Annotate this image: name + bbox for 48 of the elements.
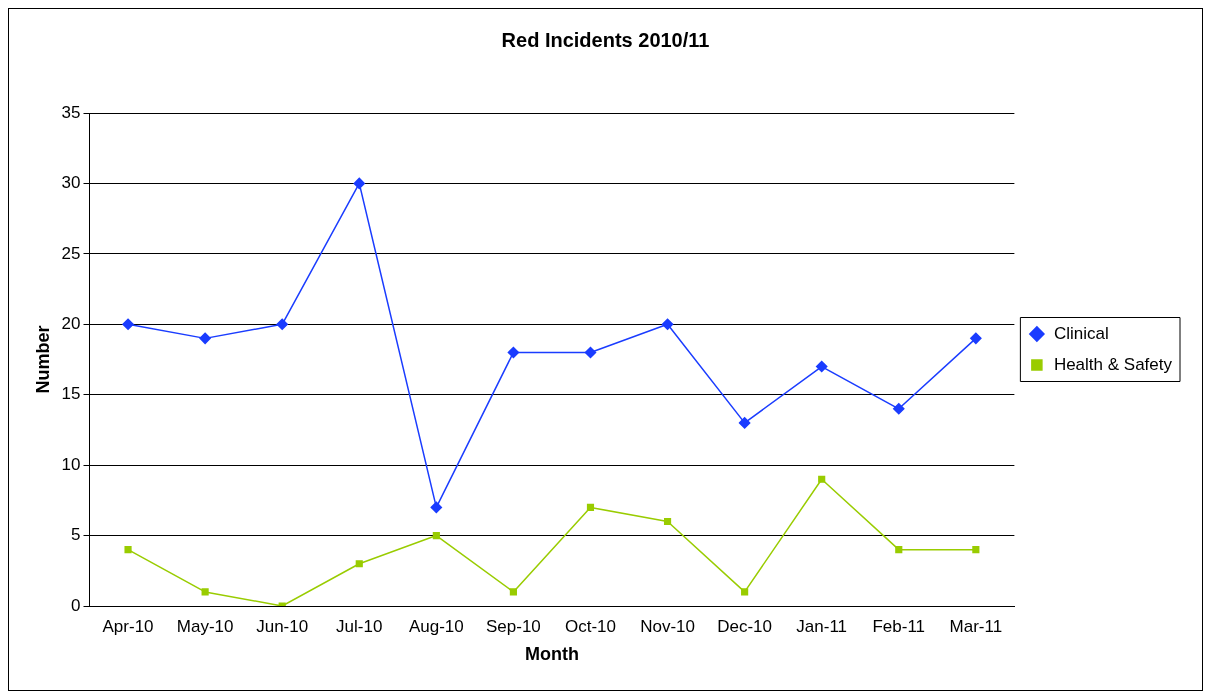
point — [355, 560, 363, 568]
x-tick-label: Jun-10 — [256, 616, 309, 636]
point — [276, 318, 288, 331]
y-tick-label: 5 — [71, 525, 81, 545]
point — [970, 332, 982, 345]
x-tick-label: Apr-10 — [102, 616, 154, 636]
x-tick-label: Dec-10 — [717, 616, 773, 636]
point — [430, 501, 443, 514]
x-tick-label: Jan-11 — [796, 616, 848, 636]
point — [507, 346, 520, 359]
x-tick-label: Nov-10 — [640, 616, 695, 636]
point — [509, 588, 517, 596]
y-tick-label: 0 — [71, 595, 81, 615]
x-tick-label: Sep-10 — [485, 616, 541, 636]
x-tick-label: May-10 — [176, 616, 234, 636]
point — [738, 417, 751, 429]
x-tick-label: Aug-10 — [408, 616, 464, 636]
point — [201, 588, 209, 596]
y-tick-label: 10 — [61, 454, 81, 474]
x-tick-label: Feb-11 — [872, 616, 926, 636]
y-tick-label: 35 — [61, 102, 81, 122]
point — [818, 475, 826, 483]
point — [432, 531, 440, 540]
point — [893, 403, 905, 415]
point — [122, 318, 134, 331]
chart-title: Red Incidents 2010/11 — [501, 28, 710, 51]
x-tick-label: Oct-10 — [564, 616, 616, 636]
y-tick-label: 15 — [61, 384, 81, 404]
y-tick-label: 30 — [61, 173, 81, 193]
point — [895, 546, 903, 554]
point — [353, 177, 366, 190]
point — [586, 503, 595, 511]
point — [972, 546, 980, 554]
y-tick-label: 20 — [61, 313, 81, 333]
y-axis-title: Number — [32, 325, 53, 394]
point — [199, 332, 211, 345]
point — [663, 517, 672, 526]
x-tick-label: Mar-11 — [949, 616, 1003, 636]
point — [741, 588, 749, 596]
legend-label: Clinical — [1053, 323, 1109, 343]
point — [584, 346, 597, 359]
point — [661, 318, 674, 331]
x-axis-title: Month — [524, 644, 579, 665]
y-tick-label: 25 — [61, 243, 81, 263]
x-tick-label: Jul-10 — [336, 616, 383, 636]
legend-label: Health & Safety — [1053, 354, 1173, 374]
point — [815, 360, 828, 373]
point — [124, 546, 132, 554]
